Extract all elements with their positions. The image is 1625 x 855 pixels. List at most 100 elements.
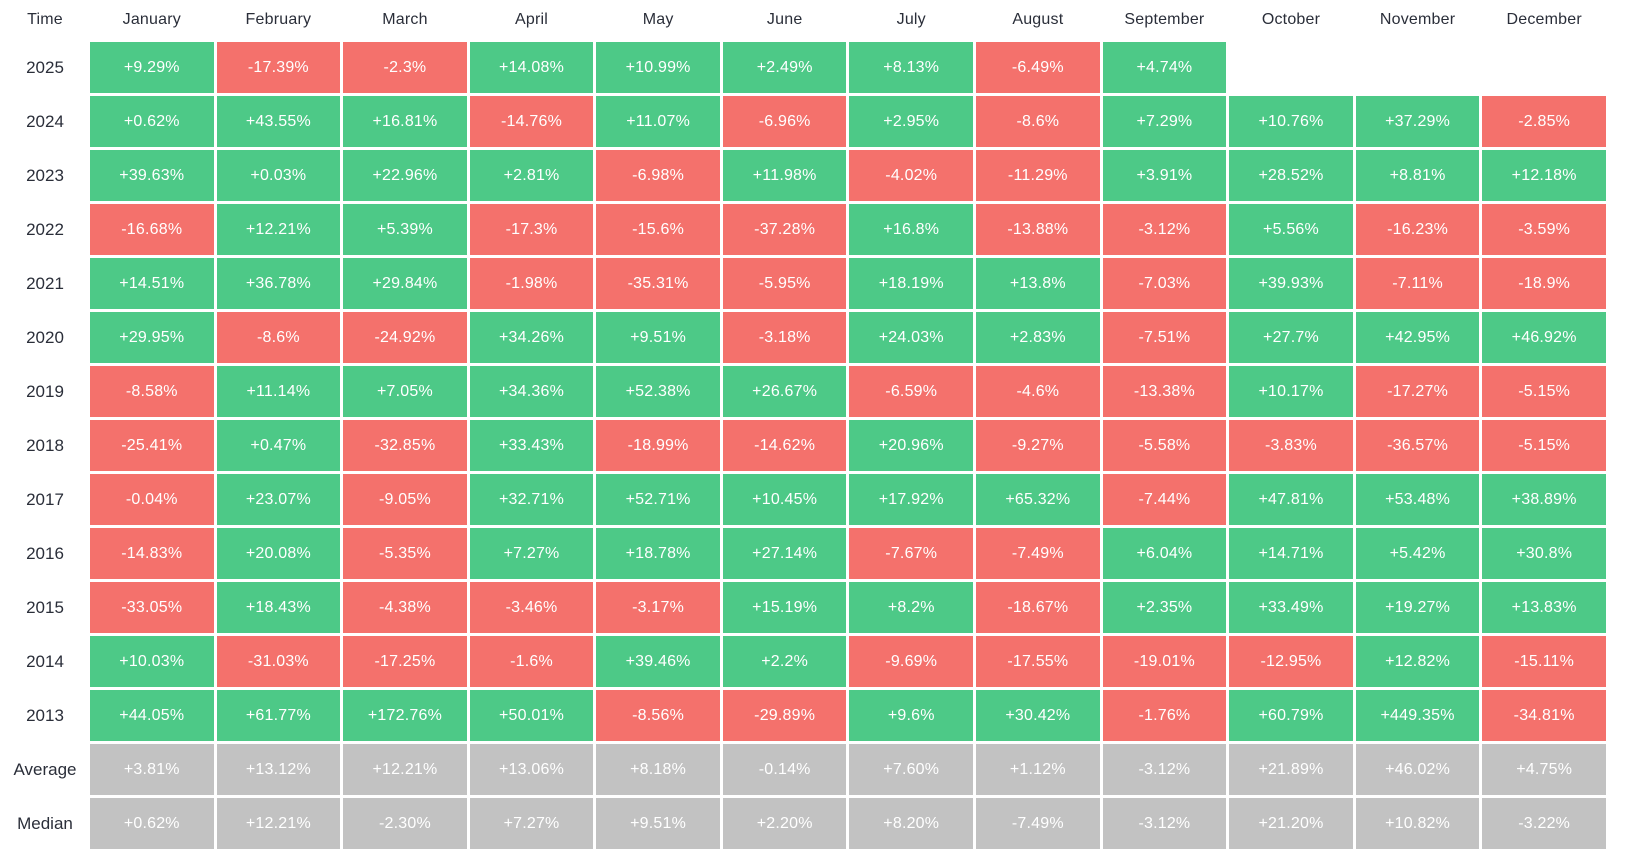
return-cell: -16.23% <box>1355 204 1480 255</box>
return-cell: -18.99% <box>596 420 720 471</box>
return-cell: +29.84% <box>343 258 467 309</box>
return-cell: +32.71% <box>469 474 594 525</box>
return-cell: -7.49% <box>976 528 1100 579</box>
return-cell: -2.3% <box>343 42 467 93</box>
return-cell: +17.92% <box>849 474 974 525</box>
row-label-2022: 2022 <box>26 219 64 239</box>
return-cell: +42.95% <box>1355 312 1480 363</box>
return-cell: -8.56% <box>596 690 720 741</box>
return-cell: +23.07% <box>216 474 341 525</box>
return-cell: +43.55% <box>216 96 341 147</box>
return-cell: -35.31% <box>596 258 720 309</box>
return-cell: -3.17% <box>596 582 720 633</box>
heatmap-row-2021: 2021 +14.51% +36.78% +29.84% -1.98% -35.31% -5… <box>3 258 1606 309</box>
return-cell: -24.92% <box>343 312 467 363</box>
row-label-2025: 2025 <box>26 57 64 77</box>
return-cell: +16.8% <box>849 204 974 255</box>
header-row: Time January February March April May June July… <box>3 3 1606 39</box>
row-label-2013: 2013 <box>26 705 64 725</box>
return-cell: -8.58% <box>90 366 214 417</box>
return-cell: +10.17% <box>1229 366 1353 417</box>
return-cell: -17.3% <box>469 204 594 255</box>
return-cell: -5.15% <box>1482 420 1606 471</box>
return-cell: +46.92% <box>1482 312 1606 363</box>
row-label-average: Average <box>13 759 77 779</box>
return-cell: +7.29% <box>1102 96 1227 147</box>
column-header-april: April <box>515 11 549 28</box>
return-cell: +18.78% <box>596 528 720 579</box>
return-cell: -0.14% <box>722 744 847 795</box>
return-cell: +30.42% <box>976 690 1100 741</box>
return-cell: +37.29% <box>1355 96 1480 147</box>
return-cell: -17.27% <box>1355 366 1480 417</box>
return-cell: -7.49% <box>976 798 1100 849</box>
column-header-january: January <box>122 11 181 28</box>
return-cell: -3.18% <box>722 312 847 363</box>
return-cell: +0.62% <box>90 798 214 849</box>
return-cell: -18.67% <box>976 582 1100 633</box>
column-header-june: June <box>766 11 803 28</box>
column-header-october: October <box>1261 11 1321 28</box>
return-cell: +8.13% <box>849 42 974 93</box>
return-cell: +33.49% <box>1229 582 1353 633</box>
return-cell: -8.6% <box>976 96 1100 147</box>
return-cell: +15.19% <box>722 582 847 633</box>
return-cell: -1.98% <box>469 258 594 309</box>
return-cell: -17.39% <box>216 42 341 93</box>
return-cell: +449.35% <box>1355 690 1480 741</box>
heatmap-row-2014: 2014 +10.03% -31.03% -17.25% -1.6% +39.46% +2.… <box>3 636 1606 687</box>
return-cell: -19.01% <box>1102 636 1227 687</box>
heatmap-row-2022: 2022 -16.68% +12.21% +5.39% -17.3% -15.6% -37.… <box>3 204 1606 255</box>
return-cell: +39.63% <box>90 150 214 201</box>
return-cell: -7.67% <box>849 528 974 579</box>
heatmap-row-2017: 2017 -0.04% +23.07% -9.05% +32.71% +52.71% +10… <box>3 474 1606 525</box>
return-cell: +24.03% <box>849 312 974 363</box>
return-cell: -29.89% <box>722 690 847 741</box>
return-cell: +2.81% <box>469 150 594 201</box>
heatmap-row-2023: 2023 +39.63% +0.03% +22.96% +2.81% -6.98% +11.… <box>3 150 1606 201</box>
return-cell: +3.81% <box>90 744 214 795</box>
return-cell: +12.21% <box>343 744 467 795</box>
return-cell: +14.71% <box>1229 528 1353 579</box>
return-cell: -2.30% <box>343 798 467 849</box>
return-cell: +0.03% <box>216 150 341 201</box>
return-cell: +46.02% <box>1355 744 1480 795</box>
return-cell: -4.02% <box>849 150 974 201</box>
heatmap-body: 2025 +9.29% -17.39% -2.3% +14.08% +10.99% +2.4… <box>3 42 1606 849</box>
return-cell: +7.27% <box>469 528 594 579</box>
return-cell: +11.07% <box>596 96 720 147</box>
heatmap-row-average: Average +3.81% +13.12% +12.21% +13.06% +8.18%… <box>3 744 1606 795</box>
return-cell: +27.14% <box>722 528 847 579</box>
row-label-2021: 2021 <box>26 273 64 293</box>
return-cell: +29.95% <box>90 312 214 363</box>
return-cell: +7.27% <box>469 798 594 849</box>
return-cell: -7.51% <box>1102 312 1227 363</box>
row-label-2018: 2018 <box>26 435 64 455</box>
row-label-2024: 2024 <box>26 111 64 131</box>
return-cell: -6.49% <box>976 42 1100 93</box>
heatmap-row-2015: 2015 -33.05% +18.43% -4.38% -3.46% -3.17% +15.… <box>3 582 1606 633</box>
return-cell: +34.26% <box>469 312 594 363</box>
heatmap-row-2019: 2019 -8.58% +11.14% +7.05% +34.36% +52.38% +26… <box>3 366 1606 417</box>
return-cell: -31.03% <box>216 636 341 687</box>
return-cell: -4.6% <box>976 366 1100 417</box>
heatmap-row-2025: 2025 +9.29% -17.39% -2.3% +14.08% +10.99% +2.4… <box>3 42 1606 93</box>
time-column-header: Time <box>27 11 63 28</box>
return-cell: +10.99% <box>596 42 720 93</box>
heatmap-row-2020: 2020 +29.95% -8.6% -24.92% +34.26% +9.51% -3.1… <box>3 312 1606 363</box>
return-cell: +60.79% <box>1229 690 1353 741</box>
return-cell: +7.05% <box>343 366 467 417</box>
return-cell: -3.12% <box>1102 744 1227 795</box>
return-cell: +13.12% <box>216 744 341 795</box>
return-cell: +21.20% <box>1229 798 1353 849</box>
return-cell: -17.25% <box>343 636 467 687</box>
return-cell: -15.6% <box>596 204 720 255</box>
return-cell: -5.58% <box>1102 420 1227 471</box>
return-cell: -5.15% <box>1482 366 1606 417</box>
return-cell: -33.05% <box>90 582 214 633</box>
return-cell: -9.27% <box>976 420 1100 471</box>
return-cell: -16.68% <box>90 204 214 255</box>
row-label-2014: 2014 <box>26 651 64 671</box>
return-cell: +8.81% <box>1355 150 1480 201</box>
